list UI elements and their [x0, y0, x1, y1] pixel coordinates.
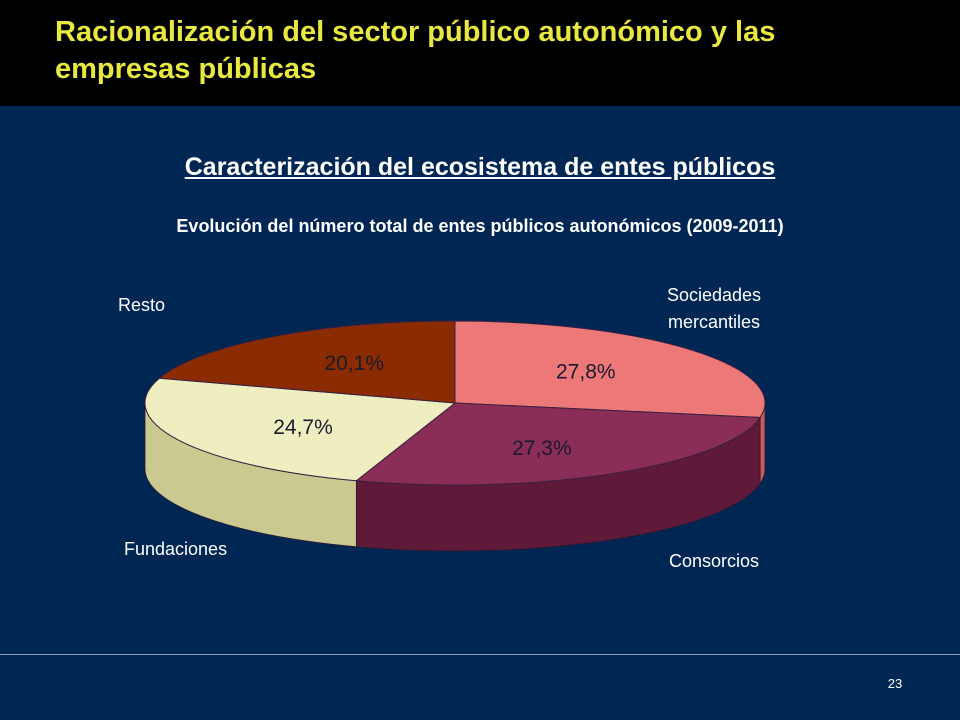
slide-title: Racionalización del sector público auton…	[55, 16, 776, 85]
slice-value-label-3: 20,1%	[324, 352, 384, 375]
slide-header: Racionalización del sector público auton…	[0, 0, 960, 106]
page-number: 23	[887, 676, 903, 691]
pie-slice-1	[355, 402, 762, 486]
legend-label-fundaciones: Fundaciones	[124, 539, 228, 559]
footer-divider	[0, 654, 960, 655]
legend-label-resto: Resto	[118, 295, 166, 315]
legend-label-consorcios: Consorcios	[669, 551, 760, 571]
pie-slice-3	[158, 320, 456, 404]
chart-title: Evolución del número total de entes públ…	[176, 216, 784, 236]
slice-value-label-2: 24,7%	[273, 416, 333, 439]
slice-value-label-1: 27,3%	[512, 437, 572, 460]
pie-slice-2	[144, 377, 457, 482]
section-title: Caracterización del ecosistema de entes …	[184, 153, 776, 181]
legend-label-sociedades-mercantiles: Sociedades mercantiles	[666, 285, 762, 332]
pie-slice-0	[454, 320, 766, 419]
slice-value-label-0: 27,8%	[556, 360, 616, 383]
